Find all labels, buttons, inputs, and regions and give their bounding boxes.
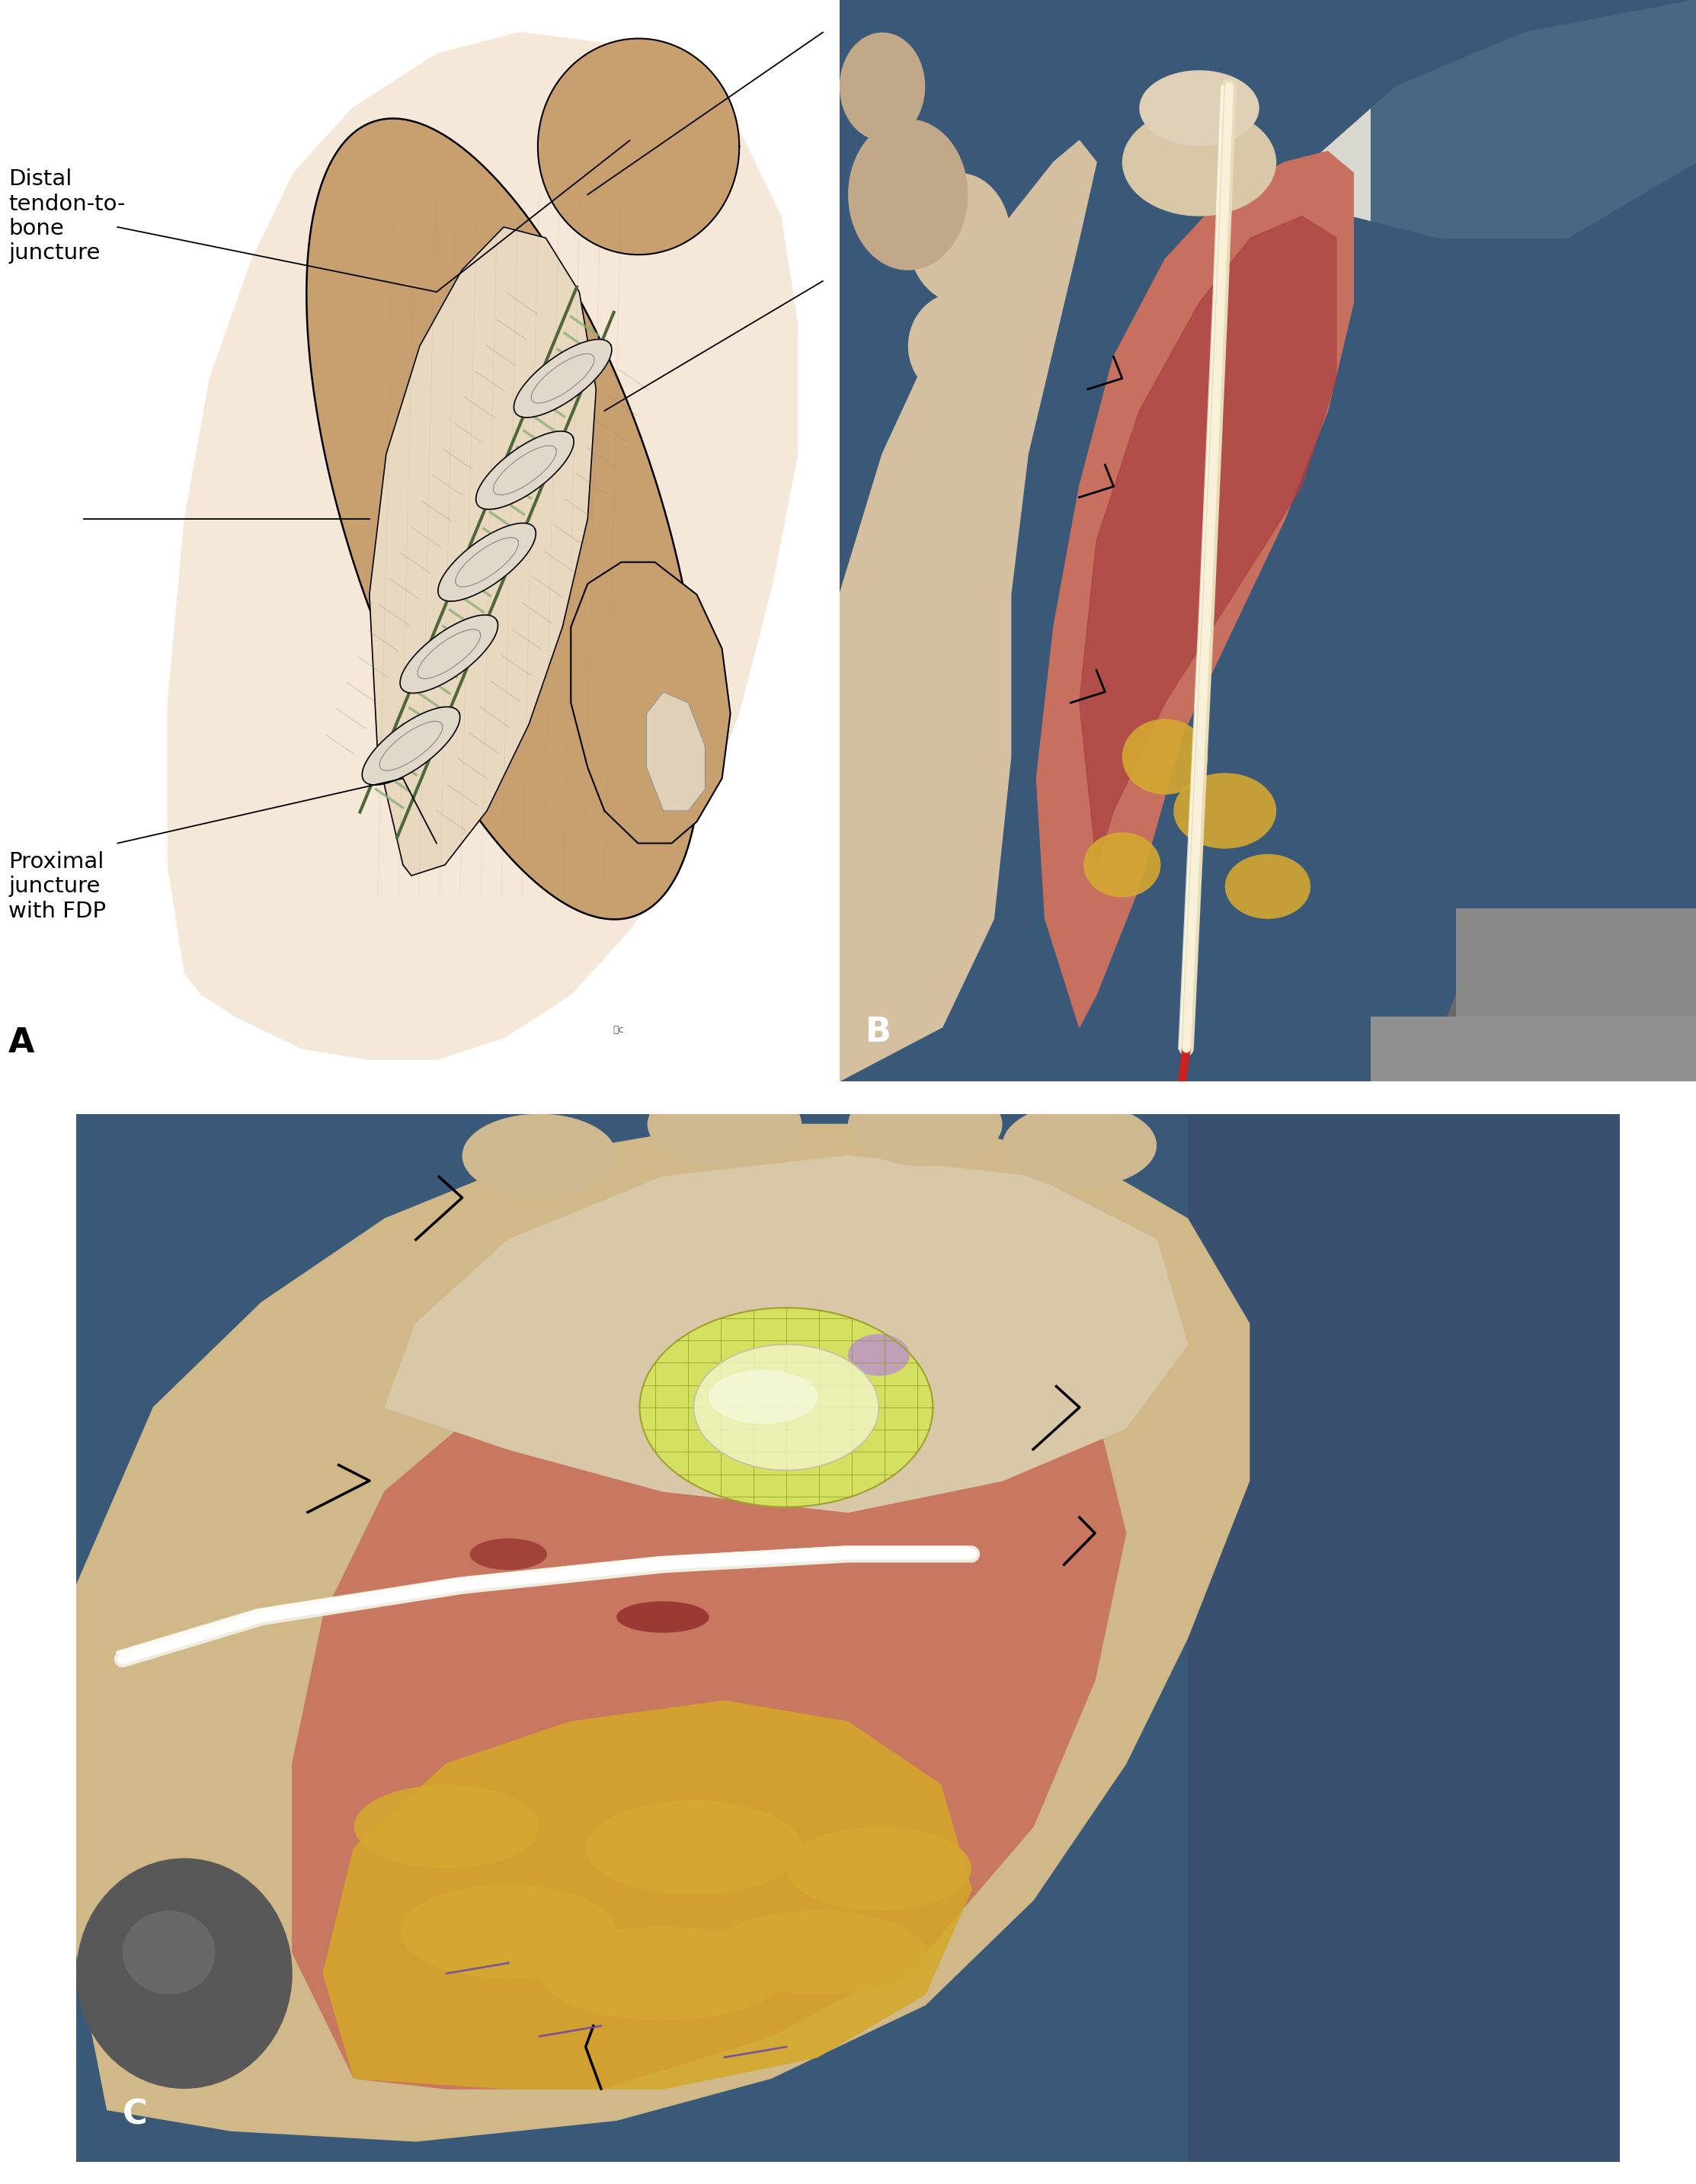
Text: C: C [122, 2099, 148, 2132]
Polygon shape [76, 1125, 1250, 2140]
Ellipse shape [76, 1859, 292, 2088]
Polygon shape [363, 708, 460, 784]
Bar [1187, 1114, 1620, 2162]
Ellipse shape [400, 1885, 617, 1979]
Polygon shape [385, 1155, 1187, 1511]
Polygon shape [514, 339, 612, 417]
Polygon shape [639, 1308, 933, 1507]
Text: A: A [8, 1026, 34, 1059]
Ellipse shape [1002, 1103, 1157, 1188]
Ellipse shape [907, 422, 1011, 531]
Bar [1457, 909, 1696, 1016]
Ellipse shape [1225, 854, 1311, 919]
Ellipse shape [1084, 832, 1160, 898]
Ellipse shape [848, 1334, 909, 1376]
Polygon shape [370, 227, 595, 876]
Polygon shape [1311, 0, 1696, 238]
Ellipse shape [848, 118, 968, 271]
Ellipse shape [470, 1538, 548, 1570]
Ellipse shape [648, 1083, 802, 1166]
Ellipse shape [787, 1826, 972, 1911]
Polygon shape [1036, 151, 1353, 1026]
Polygon shape [840, 140, 1096, 1081]
Ellipse shape [907, 173, 1011, 304]
Ellipse shape [354, 1784, 539, 1870]
Polygon shape [709, 1372, 817, 1424]
Text: Proximal
juncture
with FDP: Proximal juncture with FDP [8, 852, 107, 922]
Ellipse shape [122, 1911, 215, 1994]
Polygon shape [400, 616, 499, 692]
Ellipse shape [848, 1083, 1002, 1166]
Bar [1370, 0, 1696, 994]
Ellipse shape [1174, 773, 1277, 850]
Ellipse shape [709, 1911, 926, 1994]
Ellipse shape [1123, 719, 1208, 795]
Text: ⓒc: ⓒc [612, 1024, 624, 1035]
Polygon shape [572, 561, 731, 843]
Polygon shape [292, 1302, 1126, 2088]
Ellipse shape [585, 1800, 802, 1896]
Ellipse shape [539, 1926, 787, 2020]
Polygon shape [646, 692, 706, 810]
Text: B: B [865, 1016, 890, 1048]
Ellipse shape [1123, 109, 1277, 216]
Polygon shape [324, 1701, 972, 2088]
Ellipse shape [461, 1114, 617, 1197]
Polygon shape [477, 430, 573, 509]
Polygon shape [694, 1345, 879, 1470]
Ellipse shape [840, 33, 926, 140]
Polygon shape [168, 33, 797, 1059]
Polygon shape [1079, 216, 1336, 865]
Ellipse shape [617, 1601, 709, 1634]
Ellipse shape [907, 293, 1011, 400]
Polygon shape [538, 39, 739, 256]
Bar [1370, 1016, 1696, 1081]
Polygon shape [438, 524, 536, 601]
Polygon shape [1421, 930, 1679, 1081]
Text: Distal
tendon-to-
bone
juncture: Distal tendon-to- bone juncture [8, 168, 126, 264]
Polygon shape [307, 118, 700, 919]
Ellipse shape [1140, 70, 1258, 146]
